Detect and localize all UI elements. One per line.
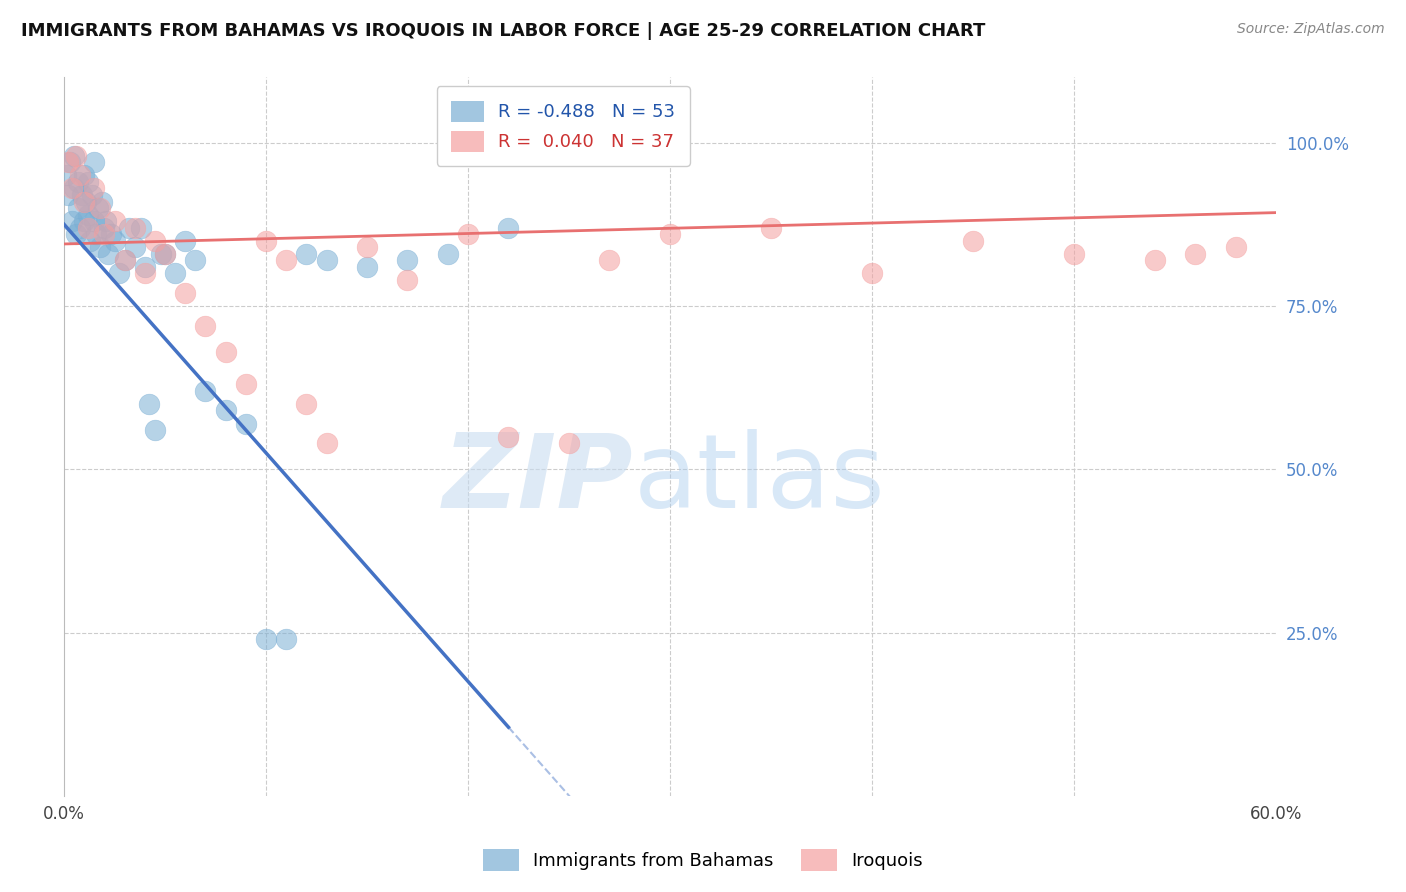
Point <box>82 188 104 202</box>
Point <box>77 175 100 189</box>
Point <box>295 397 318 411</box>
Point <box>194 318 217 333</box>
Point <box>1143 253 1166 268</box>
Point <box>143 234 166 248</box>
Point <box>83 214 105 228</box>
Point <box>83 155 105 169</box>
Point <box>77 220 100 235</box>
Point <box>254 632 277 646</box>
Point <box>254 234 277 248</box>
Point <box>56 188 79 202</box>
Point <box>73 169 96 183</box>
Point <box>114 253 136 268</box>
Point <box>315 253 337 268</box>
Point <box>235 417 257 431</box>
Point <box>97 246 120 260</box>
Point <box>65 149 87 163</box>
Point <box>134 260 156 274</box>
Point <box>129 220 152 235</box>
Point <box>276 253 298 268</box>
Point <box>860 266 883 280</box>
Point <box>276 632 298 646</box>
Text: Source: ZipAtlas.com: Source: ZipAtlas.com <box>1237 22 1385 37</box>
Legend: Immigrants from Bahamas, Iroquois: Immigrants from Bahamas, Iroquois <box>475 842 931 879</box>
Point <box>457 227 479 242</box>
Point <box>124 240 146 254</box>
Point <box>75 194 97 209</box>
Point <box>100 227 122 242</box>
Point <box>962 234 984 248</box>
Point <box>1063 246 1085 260</box>
Point <box>356 260 378 274</box>
Point <box>1184 246 1206 260</box>
Point <box>184 253 207 268</box>
Point <box>73 194 96 209</box>
Point <box>93 227 115 242</box>
Point <box>315 436 337 450</box>
Point <box>103 214 125 228</box>
Point <box>56 155 79 169</box>
Point <box>498 429 520 443</box>
Point <box>89 240 111 254</box>
Point <box>659 227 682 242</box>
Point <box>87 201 110 215</box>
Point <box>134 266 156 280</box>
Legend: R = -0.488   N = 53, R =  0.040   N = 37: R = -0.488 N = 53, R = 0.040 N = 37 <box>437 87 689 166</box>
Point <box>194 384 217 398</box>
Point <box>60 181 83 195</box>
Point <box>437 246 460 260</box>
Point <box>138 397 160 411</box>
Point <box>96 214 118 228</box>
Point <box>69 169 91 183</box>
Text: ZIP: ZIP <box>443 429 634 530</box>
Point <box>356 240 378 254</box>
Point <box>235 377 257 392</box>
Text: IMMIGRANTS FROM BAHAMAS VS IROQUOIS IN LABOR FORCE | AGE 25-29 CORRELATION CHART: IMMIGRANTS FROM BAHAMAS VS IROQUOIS IN L… <box>21 22 986 40</box>
Point <box>60 214 83 228</box>
Text: atlas: atlas <box>634 429 886 530</box>
Point <box>174 285 197 300</box>
Point <box>63 181 86 195</box>
Point <box>79 234 101 248</box>
Point <box>65 227 87 242</box>
Point <box>77 208 100 222</box>
Point <box>67 201 90 215</box>
Point <box>69 220 91 235</box>
Point <box>114 253 136 268</box>
Point <box>89 201 111 215</box>
Point <box>153 246 176 260</box>
Point <box>143 423 166 437</box>
Point <box>70 188 93 202</box>
Point <box>103 234 125 248</box>
Point <box>55 169 77 183</box>
Point <box>214 403 236 417</box>
Point <box>1225 240 1247 254</box>
Point <box>153 246 176 260</box>
Point <box>107 266 129 280</box>
Point <box>174 234 197 248</box>
Point <box>558 436 581 450</box>
Point <box>165 266 187 280</box>
Point <box>396 273 419 287</box>
Point <box>67 175 90 189</box>
Point <box>598 253 620 268</box>
Point <box>83 181 105 195</box>
Point <box>498 220 520 235</box>
Point <box>86 227 108 242</box>
Point <box>295 246 318 260</box>
Point <box>214 344 236 359</box>
Point <box>59 155 82 169</box>
Point <box>91 194 114 209</box>
Point <box>118 220 141 235</box>
Point <box>73 214 96 228</box>
Point <box>63 149 86 163</box>
Point <box>396 253 419 268</box>
Point <box>124 220 146 235</box>
Point <box>759 220 782 235</box>
Point <box>150 246 173 260</box>
Point <box>93 220 115 235</box>
